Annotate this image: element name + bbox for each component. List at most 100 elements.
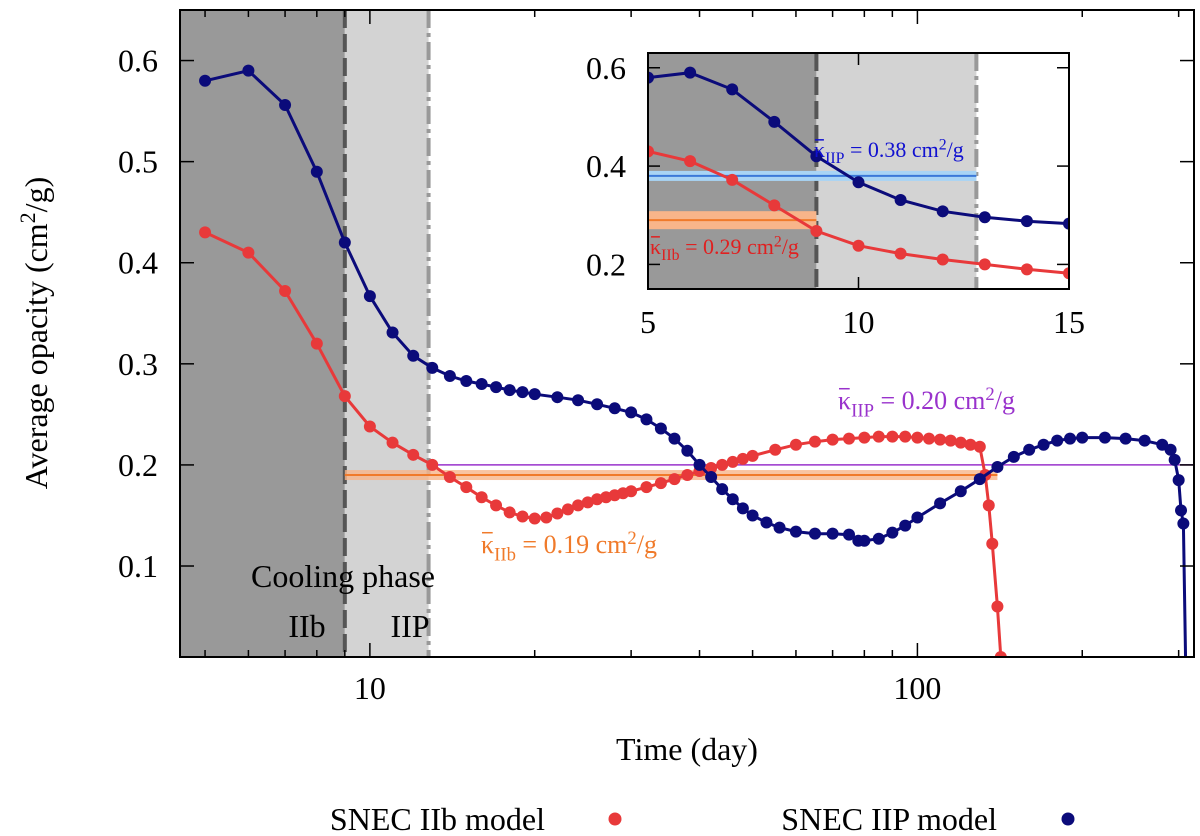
data-point: [843, 432, 856, 445]
inset-data-point: [1063, 217, 1069, 230]
data-point: [581, 496, 594, 509]
y-tick-label: 0.5: [118, 144, 158, 180]
main-series-group: [199, 64, 1192, 673]
data-point: [736, 502, 749, 515]
inset-kappa-IIP-label-sup: 2: [939, 136, 947, 153]
inset-x-tick-label: 5: [640, 304, 656, 340]
inset-kappa-IIb-label-tail: /g: [782, 234, 799, 259]
data-point: [503, 506, 516, 519]
inset-series-group: [648, 66, 1069, 280]
inset-data-point: [726, 83, 739, 96]
data-point: [1119, 432, 1132, 445]
data-point: [1037, 438, 1050, 451]
data-point: [1023, 443, 1036, 456]
y-axis-label: Average opacity (cm2/g): [15, 177, 54, 489]
data-point: [1076, 431, 1089, 444]
data-point: [338, 390, 351, 403]
data-point: [1138, 434, 1151, 447]
inset-kappa-IIb-label: κIIb = 0.29 cm2/g: [650, 233, 799, 264]
inset-data-point: [684, 66, 697, 79]
data-point: [551, 507, 564, 520]
data-point: [911, 431, 924, 444]
data-point: [242, 64, 255, 77]
data-point: [746, 509, 759, 522]
data-point: [982, 499, 995, 512]
data-point: [954, 436, 967, 449]
data-point: [1007, 450, 1020, 463]
y-tick-label: 0.1: [118, 548, 158, 584]
y-tick-label: 0.2: [118, 447, 158, 483]
data-point: [994, 651, 1007, 657]
data-point: [964, 438, 977, 451]
data-point: [1168, 453, 1181, 466]
data-point: [528, 512, 541, 525]
inset-y-tick-label: 0.6: [586, 50, 626, 86]
data-point: [443, 369, 456, 382]
data-point: [242, 246, 255, 259]
data-point: [516, 386, 529, 399]
data-point: [363, 290, 376, 303]
data-point: [591, 493, 604, 506]
inset-data-point: [936, 253, 949, 266]
data-point: [991, 600, 1004, 613]
main-plot: 0.1 0.2 0.3 0.4 0.5 0.6 10 100 Time (day) Average…: [15, 9, 1195, 767]
inset-data-point: [648, 145, 654, 158]
data-point: [911, 511, 924, 524]
inset-data-point: [936, 205, 949, 218]
data-point: [1000, 661, 1012, 673]
data-point: [826, 527, 839, 540]
y-tick-label: 0.6: [118, 43, 158, 79]
data-point: [490, 381, 503, 394]
data-point: [1164, 443, 1177, 456]
data-point: [726, 493, 739, 506]
data-point: [407, 448, 420, 461]
data-point: [934, 433, 947, 446]
x-axis-label: Time (day): [616, 731, 758, 767]
inset-data-point: [768, 199, 781, 212]
data-point: [1051, 434, 1064, 447]
data-point: [1180, 661, 1192, 673]
legend-label-IIb: SNEC IIb model: [330, 801, 545, 836]
data-point: [681, 444, 694, 457]
inset-kappa-IIP-label-value: = 0.38 cm: [844, 137, 938, 162]
kappa-IIb-label-sup: 2: [627, 528, 636, 549]
data-point: [973, 473, 986, 486]
data-point: [443, 471, 456, 484]
data-point: [986, 537, 999, 550]
data-point: [726, 455, 739, 468]
inset-kappa-IIP-label: κIIP = 0.38 cm2/g: [814, 136, 964, 167]
kappa-IIb-label: κIIb = 0.19 cm2/g: [481, 528, 657, 565]
data-point: [789, 525, 802, 538]
data-point: [899, 430, 912, 443]
kappa-IIP-label-symbol: κ: [838, 386, 851, 415]
inset-data-point: [726, 173, 739, 186]
legend: SNEC IIb model SNEC IIP model: [330, 801, 1075, 836]
inset-x-tick-label: 15: [1053, 304, 1085, 340]
data-point: [310, 337, 323, 350]
inset-data-point: [810, 150, 823, 163]
inset-data-point: [894, 247, 907, 260]
data-point: [426, 458, 439, 471]
data-point: [460, 481, 473, 494]
data-point: [1098, 431, 1111, 444]
data-point: [858, 431, 871, 444]
data-point: [363, 420, 376, 433]
inset-data-point: [852, 239, 865, 252]
inset-data-point: [810, 224, 823, 237]
data-point: [591, 398, 604, 411]
kappa-IIP-label-sub: IIP: [851, 400, 874, 421]
inset-data-point: [894, 194, 907, 207]
data-point: [872, 430, 885, 443]
data-point: [934, 497, 947, 510]
data-point: [426, 361, 439, 374]
phase-region-IIb: [180, 10, 345, 657]
inset-data-point: [978, 258, 991, 271]
kappa-IIP-label-value: = 0.20 cm: [874, 386, 985, 415]
data-point: [886, 430, 899, 443]
data-point: [705, 471, 718, 484]
data-point: [503, 384, 516, 397]
data-point: [516, 510, 529, 523]
data-point: [716, 483, 729, 496]
